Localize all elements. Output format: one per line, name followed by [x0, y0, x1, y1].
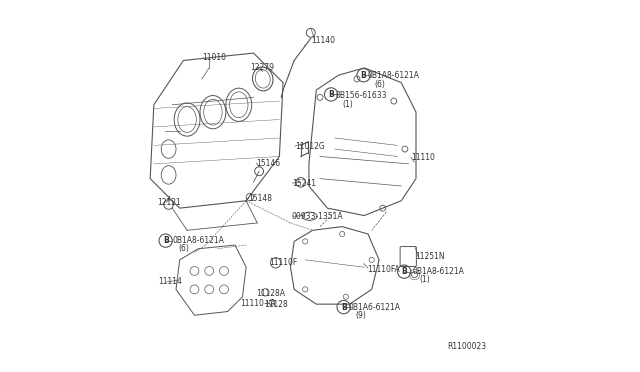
Text: 0B156-61633: 0B156-61633	[336, 92, 387, 100]
Text: 11110F: 11110F	[269, 258, 298, 267]
Text: 15241: 15241	[292, 179, 317, 187]
Text: (1): (1)	[342, 100, 353, 109]
Text: 12279: 12279	[251, 62, 275, 72]
Text: 11251N: 11251N	[415, 252, 445, 262]
Text: (6): (6)	[374, 80, 385, 89]
Text: (9): (9)	[355, 311, 366, 320]
Text: 11012G: 11012G	[295, 142, 324, 151]
Text: 11110+A: 11110+A	[241, 299, 276, 308]
Text: 11140: 11140	[311, 36, 335, 45]
Text: B: B	[328, 90, 334, 99]
Text: 12121: 12121	[157, 198, 181, 207]
Text: 15146: 15146	[256, 158, 280, 168]
Text: 15148: 15148	[248, 195, 273, 203]
Text: 0B1A8-6121A: 0B1A8-6121A	[172, 236, 224, 245]
Text: 11128A: 11128A	[257, 289, 285, 298]
Text: 0B1A8-6121A: 0B1A8-6121A	[412, 267, 464, 276]
Text: B: B	[163, 236, 168, 245]
Text: 0B1A6-6121A: 0B1A6-6121A	[349, 303, 401, 312]
Text: 11114: 11114	[158, 278, 182, 286]
Text: 11128: 11128	[264, 300, 287, 309]
Text: R1100023: R1100023	[447, 342, 486, 351]
Text: (6): (6)	[178, 244, 189, 253]
Text: B: B	[361, 71, 367, 80]
Text: 0B1A8-6121A: 0B1A8-6121A	[368, 71, 420, 80]
Text: B: B	[340, 302, 346, 312]
Text: (1): (1)	[419, 275, 430, 284]
Text: B: B	[401, 267, 407, 276]
Text: 11110FA: 11110FA	[367, 264, 400, 273]
Text: 11010: 11010	[203, 53, 227, 62]
Text: 00933-1351A: 00933-1351A	[292, 212, 343, 221]
Text: 11110: 11110	[412, 153, 435, 162]
